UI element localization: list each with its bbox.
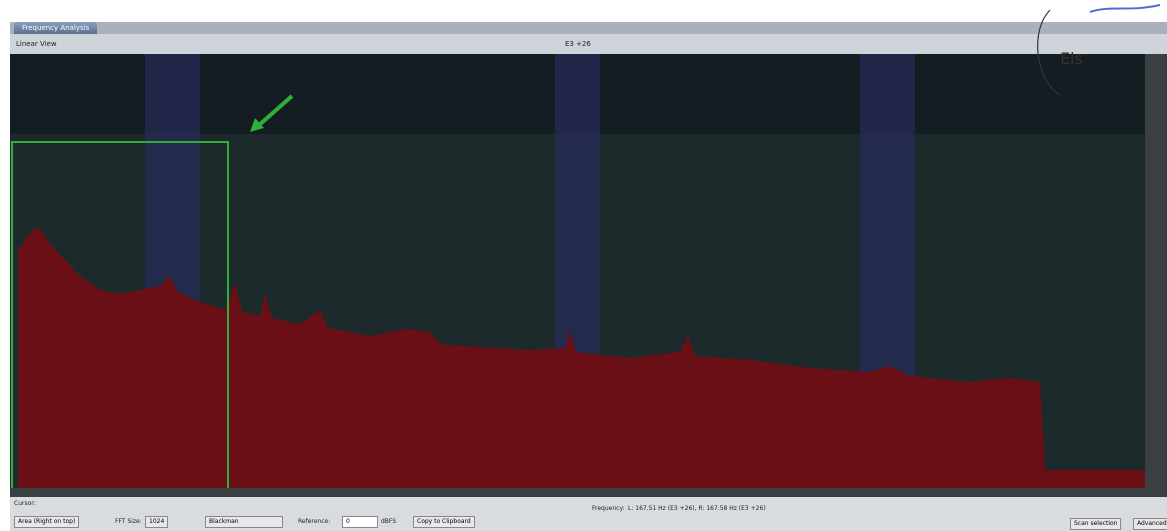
advanced-button[interactable]: Advanced xyxy=(1133,518,1167,530)
tab[interactable]: Frequency Analysis xyxy=(14,22,98,34)
tab-bar xyxy=(10,22,1167,34)
scan-button[interactable]: Scan selection xyxy=(1070,518,1122,530)
frequency-label: Frequency: xyxy=(592,505,625,512)
page-margin xyxy=(0,0,1167,22)
y-axis-strip xyxy=(1145,54,1167,497)
fft-label: FFT Size: xyxy=(115,518,142,525)
reference-label: Reference: xyxy=(298,518,331,525)
circle-stroke xyxy=(1037,9,1061,96)
handwritten-text: Els xyxy=(1060,49,1083,68)
reference-input[interactable]: 0 xyxy=(342,516,378,528)
blue-scribble xyxy=(1089,4,1161,13)
handwriting: Els xyxy=(1037,4,1161,96)
arrow xyxy=(256,94,294,128)
copy-button[interactable]: Copy to Clipboard xyxy=(413,516,475,528)
fft-select[interactable]: 1024 xyxy=(145,516,169,528)
arrow-head xyxy=(250,118,264,132)
frequency-readout: L: 167.51 Hz (E3 +26), R: 167.58 Hz (E3 … xyxy=(628,505,766,512)
mode-select[interactable]: Area (Right on top) xyxy=(14,516,80,528)
note-label: E3 +26 xyxy=(565,40,591,48)
x-axis-strip xyxy=(10,488,1145,497)
spectrum-panel xyxy=(10,54,1167,497)
toolbar xyxy=(10,34,1167,54)
unit-label: dBFS xyxy=(381,518,397,525)
controls-bar xyxy=(10,497,1167,531)
cursor-label: Cursor: xyxy=(14,500,36,507)
view-toggle[interactable]: Linear View xyxy=(16,40,57,48)
window-select[interactable]: Blackman xyxy=(205,516,283,528)
spectrum xyxy=(18,228,1145,490)
highlight-box xyxy=(11,141,229,497)
